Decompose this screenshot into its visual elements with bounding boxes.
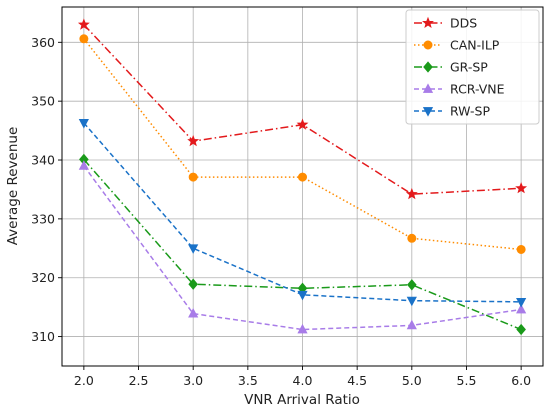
legend-marker [422,107,434,117]
x-tick-label: 5.0 [402,373,422,388]
plot-frame [61,6,544,367]
data-point-gr-sp [516,323,526,336]
y-tick-label: 310 [31,329,55,344]
data-point-rcr-vne [516,303,527,314]
data-point-rw-sp [516,297,527,308]
data-point-dds [296,118,309,130]
legend-marker [422,83,434,93]
y-axis-label: Average Revenue [5,127,21,246]
y-tick-label: 320 [31,270,55,285]
axes: 2.0 2.5 3.0 3.5 4.0 4.5 5.0 5.5 6.0 310 320 330 340 3… [31,6,544,388]
data-point-rw-sp [297,290,308,301]
y-tick-label: 330 [31,211,55,226]
legend-label: DDS [450,16,477,31]
y-tick-label: 340 [31,153,55,168]
legend-marker [423,61,433,73]
series-rcr-vne [78,160,527,334]
data-point-rcr-vne [188,307,199,318]
series-rw-sp [78,119,527,308]
legend-label: RCR-VNE [450,82,505,97]
legend-entry-gr-sp: GR-SP [414,60,488,75]
data-point-rcr-vne [78,160,89,170]
data-point-can-ilp [188,172,198,182]
legend-marker [422,16,434,29]
y-tick-label: 350 [31,94,55,109]
data-point-gr-sp [407,279,417,291]
x-tick-label: 4.0 [293,373,313,388]
legend-entry-can-ilp: CAN-ILP [414,38,500,53]
x-tick-label: 3.5 [238,373,258,388]
x-tick-label: 4.5 [347,373,367,388]
x-tick-label: 5.5 [457,373,477,388]
data-point-rw-sp [188,244,199,254]
series-line-rcr-vne [83,165,522,331]
series [77,18,528,336]
legend-entry-dds: DDS [414,16,477,31]
data-point-can-ilp [407,233,417,243]
data-point-rcr-vne [406,319,417,330]
legend-marker [423,40,433,50]
data-point-rw-sp [78,119,89,129]
data-point-rw-sp [406,296,417,307]
data-point-dds [515,182,528,194]
legend-label: RW-SP [450,104,490,119]
data-point-rcr-vne [297,323,308,334]
legend-entry-rcr-vne: RCR-VNE [414,82,505,97]
x-tick-label: 6.0 [511,373,531,388]
y-tick-label: 360 [31,35,55,50]
x-tick-label: 3.0 [183,373,203,388]
x-tick-label: 2.5 [129,373,149,388]
data-point-can-ilp [79,34,89,44]
x-axis-label: VNR Arrival Ratio [244,392,360,408]
data-point-dds [77,18,90,30]
x-tick-label: 2.0 [74,373,94,388]
data-point-can-ilp [516,244,526,254]
data-point-gr-sp [188,278,198,290]
legend-entry-rw-sp: RW-SP [414,104,490,119]
legend-label: GR-SP [450,60,488,75]
legend: DDS CAN-ILP GR-SP RCR-VNE RW-SP [405,9,540,125]
series-dds [77,18,528,200]
series-gr-sp [79,153,526,336]
data-point-dds [187,134,200,147]
series-can-ilp [79,34,526,254]
data-point-dds [405,187,418,200]
data-point-can-ilp [297,172,307,182]
legend-box [405,9,540,125]
legend-label: CAN-ILP [450,38,500,53]
